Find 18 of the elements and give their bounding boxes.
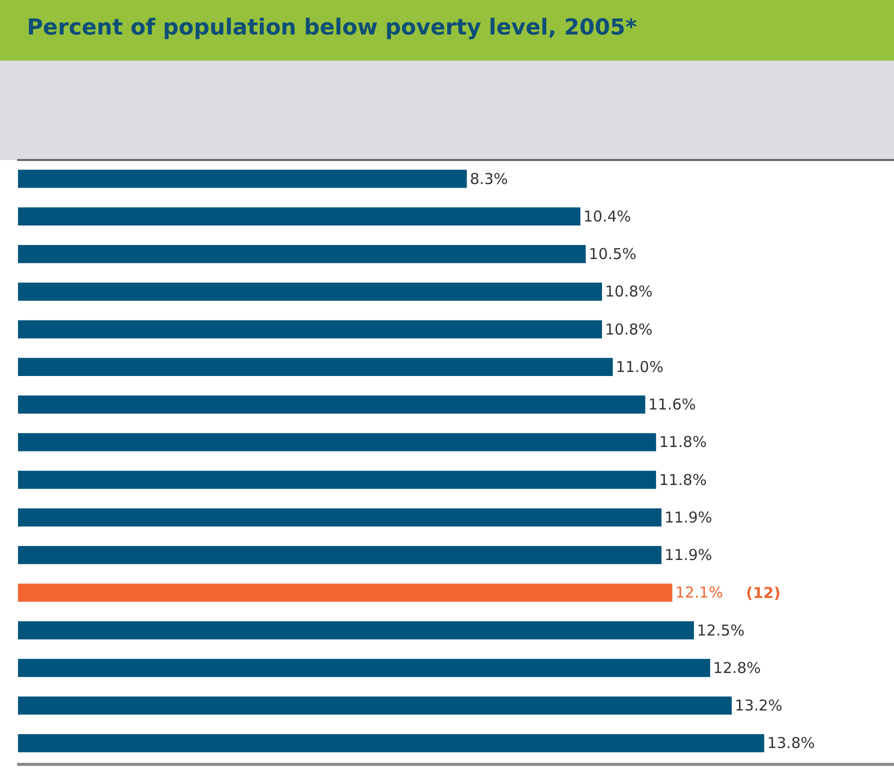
- data-label: 12.8%: [713, 658, 761, 677]
- data-label: 11.0%: [616, 358, 664, 376]
- data-label: 10.5%: [588, 245, 636, 264]
- data-label: 13.2%: [734, 696, 782, 715]
- data-label: 10.8%: [605, 282, 653, 301]
- annotation: (12): [746, 584, 781, 602]
- data-label: 11.8%: [659, 433, 707, 452]
- data-label: 11.9%: [664, 508, 712, 526]
- data-label: 11.9%: [664, 546, 712, 564]
- data-label: 10.4%: [583, 207, 632, 226]
- data-label: 12.5%: [696, 621, 745, 640]
- data-label: 8.3%: [470, 170, 508, 188]
- chart-title: Percent of population below poverty level, 2005*: [26, 16, 638, 41]
- data-label: 11.6%: [648, 396, 696, 414]
- data-label: 13.8%: [767, 734, 815, 752]
- data-label: 10.8%: [605, 320, 653, 338]
- data-label: 11.8%: [659, 470, 707, 489]
- data-label: 12.1%: [675, 584, 723, 602]
